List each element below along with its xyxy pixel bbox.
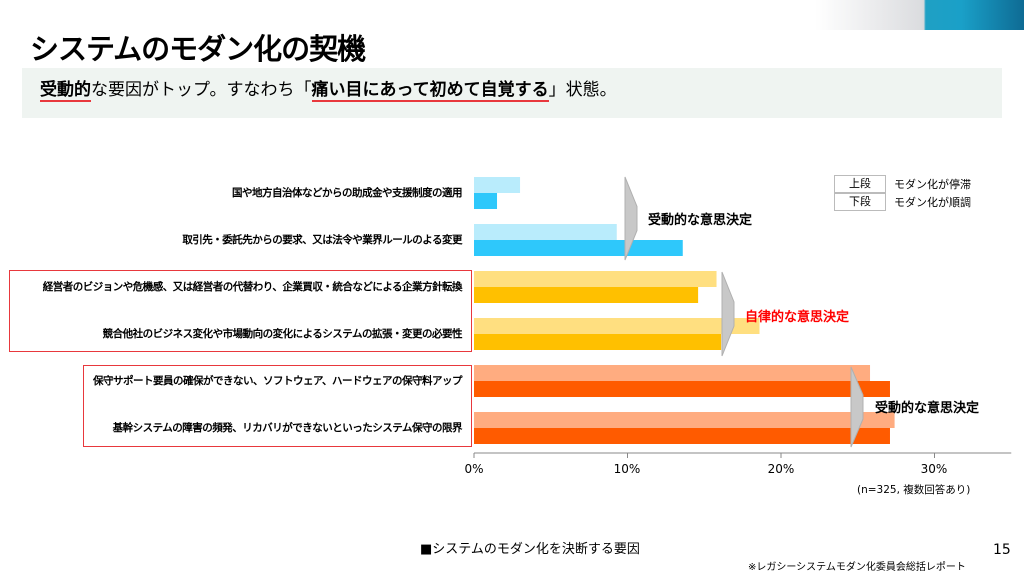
chevron-arrow-icon bbox=[624, 176, 638, 261]
legend-key: 上段 bbox=[834, 175, 886, 193]
bar bbox=[474, 271, 717, 287]
bar bbox=[474, 287, 699, 303]
bar bbox=[474, 365, 871, 381]
highlight-box bbox=[83, 365, 472, 447]
x-tick-label: 30% bbox=[920, 462, 948, 476]
x-tick-label: 0% bbox=[464, 462, 484, 476]
subtitle-box bbox=[22, 68, 1002, 118]
bar bbox=[474, 428, 890, 444]
bar bbox=[474, 177, 521, 193]
category-label: 競合他社のビジネス変化や市場動向の変化によるシステムの拡張・変更の必要性 bbox=[102, 328, 463, 340]
chevron-arrow-icon bbox=[850, 366, 864, 448]
chart-caption: ■システムのモダン化を決断する要因 bbox=[420, 542, 640, 557]
page-title: システムのモダン化の契機 bbox=[30, 32, 366, 66]
subtitle-emphasis-2: 痛い目にあって初めて自覚する bbox=[311, 80, 549, 102]
legend-label: モダン化が順調 bbox=[894, 196, 971, 209]
annotation-autonomous: 自律的な意思決定 bbox=[745, 310, 850, 325]
sample-note: (n=325, 複数回答あり) bbox=[857, 484, 971, 496]
bar bbox=[474, 240, 683, 256]
bar bbox=[474, 381, 890, 397]
category-label: 基幹システムの障害の頻発、リカバリができないといったシステム保守の限界 bbox=[112, 422, 463, 434]
category-label: 経営者のビジョンや危機感、又は経営者の代替わり、企業買収・統合などによる企業方針… bbox=[42, 281, 463, 293]
bar bbox=[474, 318, 760, 334]
subtitle-text-1: な要因がトップ。すなわち「 bbox=[91, 80, 312, 100]
bar bbox=[474, 193, 498, 209]
subtitle-emphasis-1: 受動的 bbox=[40, 80, 91, 102]
annotation-passive-1: 受動的な意思決定 bbox=[648, 213, 753, 228]
category-label: 取引先・委託先からの要求、又は法令や業界ルールのよる変更 bbox=[182, 234, 462, 246]
bar bbox=[474, 412, 895, 428]
legend-key: 下段 bbox=[834, 193, 886, 211]
legend-item: 上段 モダン化が停滞 bbox=[834, 175, 971, 193]
x-tick-label: 20% bbox=[767, 462, 795, 476]
annotation-passive-2: 受動的な意思決定 bbox=[875, 401, 980, 416]
page-number: 15 bbox=[993, 542, 1011, 558]
source-note: ※レガシーシステムモダン化委員会総括レポート bbox=[748, 562, 966, 573]
highlight-box bbox=[9, 270, 472, 352]
subtitle-text-2: 」状態。 bbox=[548, 80, 617, 100]
legend-item: 下段 モダン化が順調 bbox=[834, 193, 971, 211]
bar bbox=[474, 334, 722, 350]
header-decoration bbox=[815, 0, 1024, 30]
legend: 上段 モダン化が停滞 下段 モダン化が順調 bbox=[834, 175, 971, 211]
chevron-arrow-icon bbox=[721, 271, 735, 357]
legend-label: モダン化が停滞 bbox=[894, 178, 971, 191]
category-label: 保守サポート要員の確保ができない、ソフトウェア、ハードウェアの保守料アップ bbox=[93, 375, 462, 387]
subtitle: 受動的な要因がトップ。すなわち「痛い目にあって初めて自覚する」状態。 bbox=[40, 75, 617, 102]
bar bbox=[474, 224, 617, 240]
x-tick-label: 10% bbox=[613, 462, 641, 476]
category-label: 国や地方自治体などからの助成金や支援制度の適用 bbox=[232, 187, 463, 199]
